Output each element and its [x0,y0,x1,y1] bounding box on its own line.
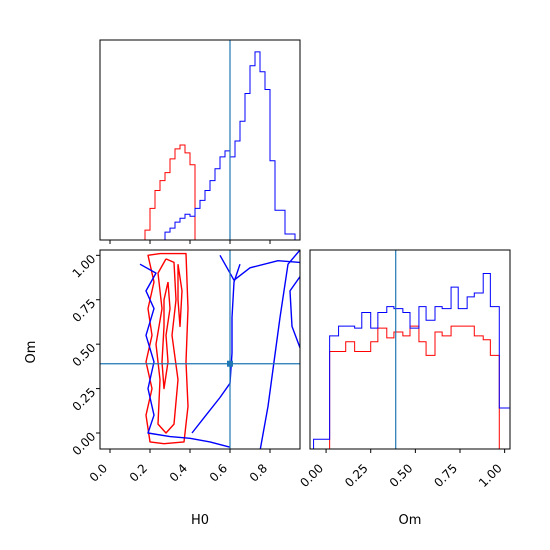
contour-xtick-label-1: 0.2 [127,461,150,484]
hist-Om-panel: 0.00 0.25 0.50 0.75 1.00 [297,249,511,490]
truth-marker [227,360,233,367]
contour-lines [139,250,300,449]
hist-Om-xtick-label-4: 1.00 [476,461,505,490]
contour-ytick-label-1: 0.25 [70,385,99,414]
contour-series-1-level-4 [289,276,300,348]
contour-series-1-level-1 [259,250,300,449]
hist-H0-frame [99,39,301,241]
contour-frame [99,249,301,450]
contour-series-1-level-0 [219,254,300,281]
x-axis-label-H0: H0 [191,513,209,528]
x-axis-label-Om: Om [399,513,422,528]
hist-H0-panel [99,39,301,244]
hist-Om-xtick-label-3: 0.75 [431,461,460,490]
contour-ytick-label-4: 1.00 [70,252,99,281]
hist-Om-series-0 [313,325,510,450]
contour-series-0-level-3 [177,264,183,328]
hist-Om-xtick-label-0: 0.00 [297,461,326,490]
contour-ytick-label-2: 0.50 [70,341,99,370]
contour-series-1-level-3 [191,263,241,434]
contour-xtick-label-0: 0.0 [87,461,110,484]
contour-series-0-level-2 [161,281,171,390]
contour-series-0-level-1 [155,258,179,434]
contour-H0-Om-panel: 0.0 0.2 0.4 0.6 0.8 0.00 0.25 0.50 0.75 1.00 [70,249,301,485]
contour-xtick-label-4: 0.8 [247,461,270,484]
contour-series-0-level-0 [145,252,189,445]
hist-Om-frame [309,249,511,450]
hist-Om-xtick-label-1: 0.25 [342,461,371,490]
contour-ytick-label-3: 0.75 [70,296,99,325]
hist-Om-series-1 [313,273,511,449]
contour-xtick-label-2: 0.4 [167,461,190,484]
contour-ytick-label-0: 0.00 [70,429,99,458]
hist-Om-xtick-label-2: 0.50 [387,461,416,490]
contour-series-1-level-2 [139,263,231,448]
contour-xtick-label-3: 0.6 [207,461,230,484]
hist-H0-series-1 [130,51,300,241]
y-axis-label-Om: Om [24,341,39,364]
